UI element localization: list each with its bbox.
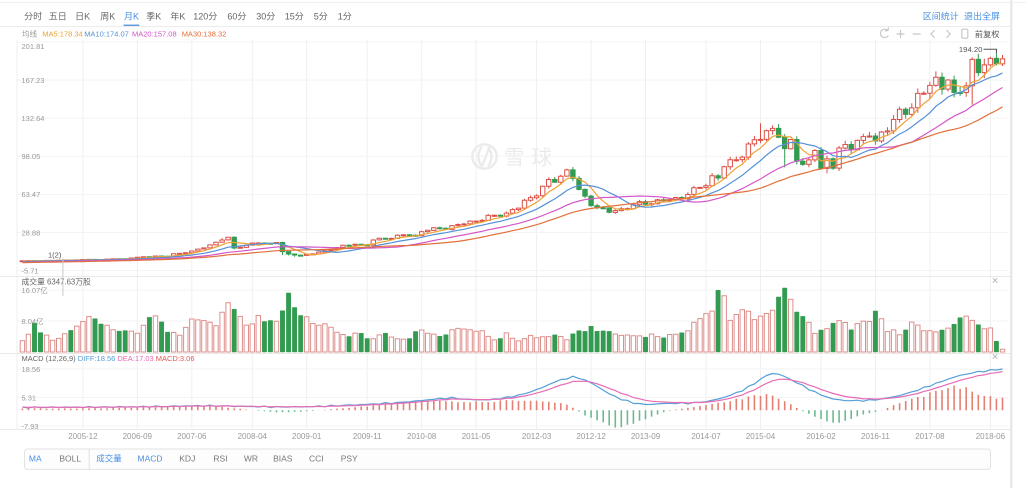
svg-text:RSI: RSI <box>213 454 227 464</box>
svg-text:周K: 周K <box>100 12 115 22</box>
svg-text:MA30:138.32: MA30:138.32 <box>182 30 227 39</box>
svg-text:18.56: 18.56 <box>22 365 41 374</box>
svg-text:2008-04: 2008-04 <box>238 432 268 441</box>
svg-text:2005-12: 2005-12 <box>68 432 98 441</box>
svg-text:均线: 均线 <box>22 29 37 39</box>
svg-text:5分: 5分 <box>314 12 328 22</box>
svg-text:30分: 30分 <box>256 12 275 22</box>
svg-text:KDJ: KDJ <box>179 454 195 464</box>
svg-text:5.31: 5.31 <box>22 393 37 402</box>
svg-text:成交量 6347.63万股: 成交量 6347.63万股 <box>22 276 92 286</box>
svg-text:MA: MA <box>29 454 42 464</box>
svg-text:月K: 月K <box>124 12 139 22</box>
svg-text:MA10:174.07: MA10:174.07 <box>84 30 129 39</box>
svg-text:16.07亿: 16.07亿 <box>22 285 49 295</box>
svg-text:-7.93: -7.93 <box>22 422 39 431</box>
svg-text:WR: WR <box>244 454 258 464</box>
svg-text:MACD (12,26,9) DIFF:18.56 DEA:: MACD (12,26,9) DIFF:18.56 DEA:17.03 MACD… <box>22 354 195 363</box>
svg-text:MA5:178.34: MA5:178.34 <box>42 30 82 39</box>
svg-text:2011-05: 2011-05 <box>462 432 491 441</box>
svg-text:15分: 15分 <box>285 12 304 22</box>
svg-text:28.88: 28.88 <box>22 228 41 237</box>
svg-text:年K: 年K <box>170 11 185 22</box>
svg-text:194.20: 194.20 <box>959 45 983 54</box>
svg-text:2016-11: 2016-11 <box>861 432 890 441</box>
svg-text:BOLL: BOLL <box>59 454 81 464</box>
svg-text:MACD: MACD <box>137 454 162 464</box>
svg-text:MA20:157.08: MA20:157.08 <box>132 30 177 39</box>
svg-text:2012-12: 2012-12 <box>576 432 606 441</box>
svg-text:2006-09: 2006-09 <box>123 432 153 441</box>
svg-text:日K: 日K <box>75 12 90 22</box>
svg-text:60分: 60分 <box>227 12 246 22</box>
svg-text:退出全屏: 退出全屏 <box>964 11 1000 22</box>
svg-text:120分: 120分 <box>193 12 217 22</box>
svg-text:2015-04: 2015-04 <box>746 432 776 441</box>
svg-text:成交量: 成交量 <box>96 454 122 464</box>
svg-text:分时: 分时 <box>24 11 42 22</box>
svg-text:2014-07: 2014-07 <box>691 432 721 441</box>
svg-text:2010-08: 2010-08 <box>407 432 437 441</box>
svg-text:2018-06: 2018-06 <box>976 432 1006 441</box>
svg-text:2009-01: 2009-01 <box>292 432 322 441</box>
svg-text:-5.71: -5.71 <box>22 266 39 275</box>
svg-text:1分: 1分 <box>338 12 352 22</box>
svg-text:98.05: 98.05 <box>22 152 41 161</box>
svg-text:2013-09: 2013-09 <box>631 432 661 441</box>
svg-text:167.23: 167.23 <box>22 76 45 85</box>
svg-text:132.64: 132.64 <box>22 114 45 123</box>
svg-text:区间统计: 区间统计 <box>923 11 959 22</box>
svg-text:8.04亿: 8.04亿 <box>22 316 45 326</box>
svg-text:201.81: 201.81 <box>22 42 45 51</box>
svg-text:季K: 季K <box>146 11 161 22</box>
svg-text:PSY: PSY <box>341 454 358 464</box>
svg-text:五日: 五日 <box>49 12 67 22</box>
svg-text:BIAS: BIAS <box>273 454 293 464</box>
svg-text:2009-11: 2009-11 <box>353 432 382 441</box>
svg-text:2012-03: 2012-03 <box>522 432 552 441</box>
svg-text:63.47: 63.47 <box>22 190 41 199</box>
svg-text:2007-06: 2007-06 <box>177 432 207 441</box>
svg-text:雪球: 雪球 <box>504 147 559 170</box>
svg-text:CCI: CCI <box>309 454 324 464</box>
svg-text:2016-02: 2016-02 <box>806 432 836 441</box>
svg-text:2017-08: 2017-08 <box>915 432 945 441</box>
svg-text:1(2): 1(2) <box>48 251 62 260</box>
svg-text:前复权: 前复权 <box>975 29 1000 39</box>
